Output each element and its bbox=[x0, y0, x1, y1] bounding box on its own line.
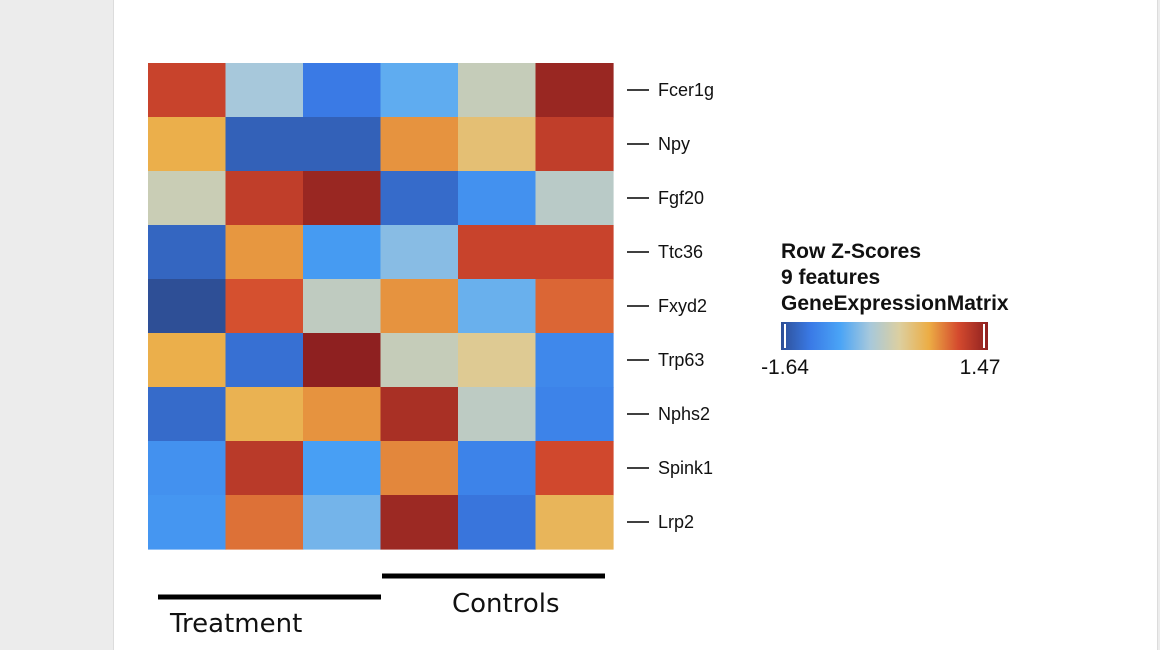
heatmap-cell-nphs2-1 bbox=[148, 387, 227, 442]
heatmap-cell-spink1-6 bbox=[535, 441, 614, 496]
heatmap-cell-npy-6 bbox=[535, 117, 614, 172]
heatmap-chart: Fcer1g Npy Fgf20 Ttc36 Fxyd2 Trp63 Nphs2 Spink1… bbox=[148, 63, 1009, 639]
heatmap-cell-lrp2-4 bbox=[380, 495, 459, 550]
heatmap-cell-ttc36-5 bbox=[458, 225, 537, 280]
legend-subtitle-features: 9 features bbox=[781, 266, 880, 289]
heatmap-cell-fgf20-1 bbox=[148, 171, 227, 226]
heatmap-cell-spink1-5 bbox=[458, 441, 537, 496]
row-label-fgf20: Fgf20 bbox=[658, 188, 704, 208]
legend-min-label: -1.64 bbox=[761, 356, 809, 379]
heatmap-cell-npy-3 bbox=[303, 117, 382, 172]
heatmap-cell-npy-1 bbox=[148, 117, 227, 172]
heatmap-cell-ttc36-3 bbox=[303, 225, 382, 280]
heatmap-cell-trp63-3 bbox=[303, 333, 382, 388]
row-label-fxyd2: Fxyd2 bbox=[658, 296, 707, 316]
heatmap-cell-spink1-2 bbox=[225, 441, 304, 496]
heatmap-cell-ttc36-4 bbox=[380, 225, 459, 280]
heatmap-cell-fcer1g-5 bbox=[458, 63, 537, 118]
heatmap-cell-nphs2-6 bbox=[535, 387, 614, 442]
heatmap-cell-fgf20-6 bbox=[535, 171, 614, 226]
heatmap-cell-fxyd2-5 bbox=[458, 279, 537, 334]
heatmap-cell-ttc36-2 bbox=[225, 225, 304, 280]
heatmap-cell-lrp2-6 bbox=[535, 495, 614, 550]
heatmap-cell-lrp2-5 bbox=[458, 495, 537, 550]
heatmap-cell-trp63-5 bbox=[458, 333, 537, 388]
heatmap-cell-fcer1g-6 bbox=[535, 63, 614, 118]
heatmap-cell-fcer1g-2 bbox=[225, 63, 304, 118]
heatmap-cell-npy-4 bbox=[380, 117, 459, 172]
heatmap-cell-fcer1g-1 bbox=[148, 63, 227, 118]
row-label-spink1: Spink1 bbox=[658, 458, 713, 478]
legend-subtitle-matrix: GeneExpressionMatrix bbox=[781, 292, 1009, 315]
heatmap-cell-fxyd2-1 bbox=[148, 279, 227, 334]
document-page: Fcer1g Npy Fgf20 Ttc36 Fxyd2 Trp63 Nphs2 Spink1… bbox=[113, 0, 1158, 650]
legend-title: Row Z-Scores bbox=[781, 240, 921, 263]
legend-color-bar bbox=[781, 322, 988, 350]
heatmap-cell-nphs2-2 bbox=[225, 387, 304, 442]
heatmap-cell-spink1-3 bbox=[303, 441, 382, 496]
heatmap-cell-fgf20-2 bbox=[225, 171, 304, 226]
heatmap-cell-nphs2-5 bbox=[458, 387, 537, 442]
heatmap-cell-fxyd2-6 bbox=[535, 279, 614, 334]
heatmap-cell-ttc36-1 bbox=[148, 225, 227, 280]
heatmap-cell-fgf20-5 bbox=[458, 171, 537, 226]
heatmap-cell-spink1-1 bbox=[148, 441, 227, 496]
heatmap-cell-trp63-4 bbox=[380, 333, 459, 388]
heatmap-cell-trp63-2 bbox=[225, 333, 304, 388]
heatmap-cell-fxyd2-2 bbox=[225, 279, 304, 334]
heatmap-cell-fcer1g-3 bbox=[303, 63, 382, 118]
heatmap-cell-ttc36-6 bbox=[535, 225, 614, 280]
heatmap-cell-npy-5 bbox=[458, 117, 537, 172]
heatmap-cell-fgf20-3 bbox=[303, 171, 382, 226]
controls-group-label: Controls bbox=[452, 589, 560, 619]
heatmap-cell-fxyd2-4 bbox=[380, 279, 459, 334]
row-label-fcer1g: Fcer1g bbox=[658, 80, 714, 100]
heatmap-cell-nphs2-3 bbox=[303, 387, 382, 442]
row-label-npy: Npy bbox=[658, 134, 690, 154]
row-label-trp63: Trp63 bbox=[658, 350, 704, 370]
heatmap-cell-fgf20-4 bbox=[380, 171, 459, 226]
heatmap-cell-spink1-4 bbox=[380, 441, 459, 496]
row-label-lrp2: Lrp2 bbox=[658, 512, 694, 532]
heatmap-cell-trp63-1 bbox=[148, 333, 227, 388]
treatment-group-label: Treatment bbox=[169, 609, 302, 639]
row-label-nphs2: Nphs2 bbox=[658, 404, 710, 424]
heatmap-cell-trp63-6 bbox=[535, 333, 614, 388]
heatmap-cell-lrp2-2 bbox=[225, 495, 304, 550]
heatmap-cell-npy-2 bbox=[225, 117, 304, 172]
heatmap-cell-lrp2-1 bbox=[148, 495, 227, 550]
heatmap-cell-fcer1g-4 bbox=[380, 63, 459, 118]
heatmap-cell-nphs2-4 bbox=[380, 387, 459, 442]
row-label-ttc36: Ttc36 bbox=[658, 242, 703, 262]
heatmap-cell-fxyd2-3 bbox=[303, 279, 382, 334]
heatmap-cell-lrp2-3 bbox=[303, 495, 382, 550]
legend-max-label: 1.47 bbox=[960, 356, 1001, 379]
